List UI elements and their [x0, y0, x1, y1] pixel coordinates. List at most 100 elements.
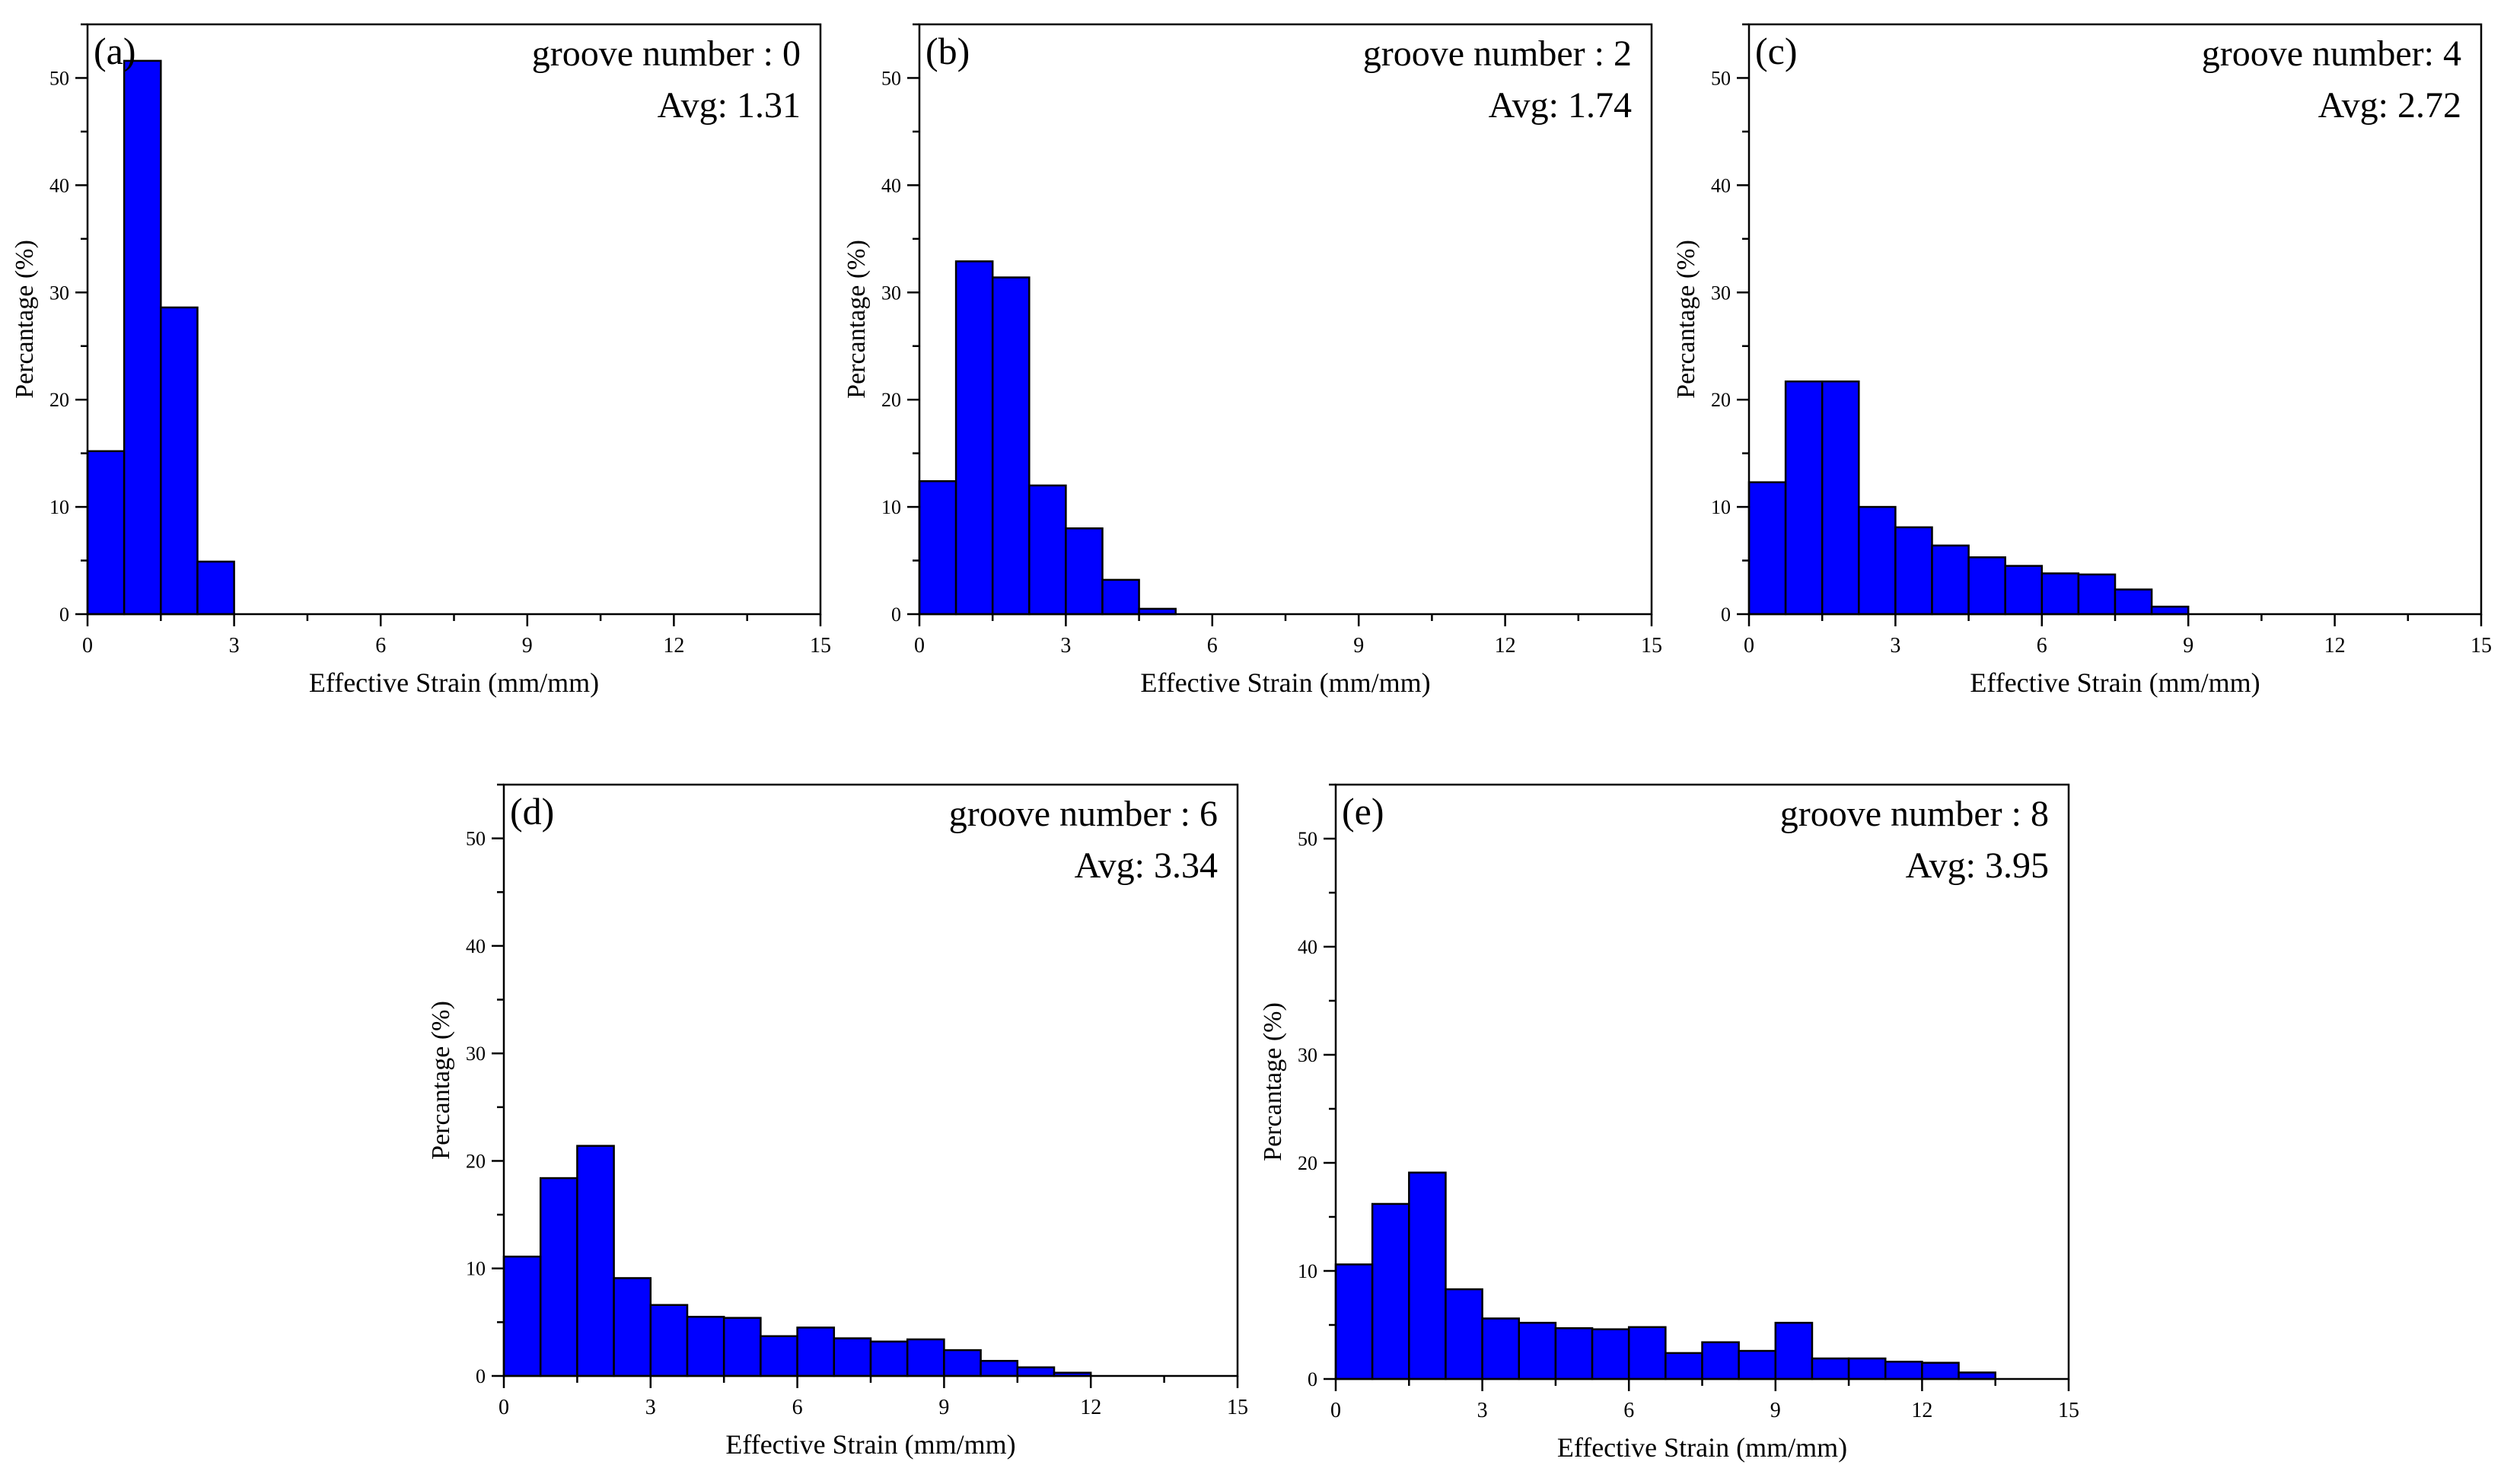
y-tick-label: 30 [1711, 282, 1731, 304]
chart-panel-1: 0 3 6 9 12 15 0 10 20 30 40 50 Effective Strain (mm/… [11, 23, 831, 698]
x-tick-label: 3 [1477, 1399, 1488, 1422]
y-tick-label: 20 [1298, 1152, 1317, 1174]
groove-number-label: groove number : 0 [532, 33, 801, 74]
panel-label: (a) [94, 30, 136, 72]
x-tick-label: 15 [2058, 1399, 2079, 1422]
groove-number-label: groove number : 6 [949, 794, 1218, 834]
y-axis-title: Percantage (%) [11, 240, 39, 399]
histogram-bar [613, 1277, 652, 1377]
average-label: Avg: 2.72 [2318, 85, 2461, 126]
x-tick-label: 12 [1911, 1399, 1932, 1422]
y-tick-label: 0 [1308, 1368, 1317, 1390]
x-axis-title: Effective Strain (mm/mm) [1140, 667, 1430, 698]
histogram-bar [502, 1255, 542, 1377]
histogram-bar [1028, 484, 1067, 616]
average-label: Avg: 3.95 [1906, 845, 2049, 886]
y-tick-label: 50 [1298, 828, 1317, 850]
y-tick-label: 30 [49, 282, 69, 304]
histogram-bar [1967, 556, 2006, 616]
histogram-bar [943, 1349, 982, 1377]
histogram-bar [1334, 1263, 1374, 1381]
x-axis-title: Effective Strain (mm/mm) [725, 1429, 1015, 1460]
x-tick-label: 9 [2183, 634, 2193, 658]
y-axis-title: Percantage (%) [843, 240, 871, 399]
histogram-bar [1921, 1361, 1960, 1381]
x-tick-label: 3 [1060, 634, 1071, 658]
histogram-bar [980, 1359, 1019, 1377]
x-tick-label: 3 [229, 634, 240, 658]
histogram-bar [2077, 573, 2117, 616]
chart-panel-4: 0 3 6 9 12 15 0 10 20 30 40 50 Effective Strain (mm/… [427, 783, 1248, 1460]
histogram-bar [1738, 1349, 1777, 1381]
y-tick-label: 20 [1711, 389, 1731, 411]
histogram-bar [906, 1338, 945, 1377]
panel-label: (b) [925, 30, 970, 72]
panel-label: (d) [510, 790, 554, 833]
y-tick-label: 40 [1298, 936, 1317, 958]
y-tick-label: 10 [466, 1258, 486, 1280]
histogram-bar [2150, 605, 2190, 616]
x-tick-label: 6 [375, 634, 386, 658]
histogram-bar [1811, 1357, 1850, 1381]
average-label: Avg: 3.34 [1075, 845, 1218, 886]
x-axis-title: Effective Strain (mm/mm) [1557, 1432, 1847, 1463]
groove-number-label: groove number: 4 [2202, 33, 2461, 74]
histogram-bar [1554, 1327, 1594, 1381]
x-tick-label: 12 [663, 634, 684, 658]
histogram-bar [1747, 481, 1787, 616]
histogram-bar [2004, 565, 2044, 616]
histogram-bar [833, 1337, 872, 1377]
x-tick-label: 12 [1495, 634, 1516, 658]
histogram-bar [1591, 1328, 1630, 1381]
chart-panel-3: 0 3 6 9 12 15 0 10 20 30 40 50 Effective Strain (mm/… [1672, 23, 2492, 698]
histogram-bar [2114, 588, 2153, 616]
histogram-bar [1371, 1202, 1410, 1381]
histogram-bar [1065, 527, 1104, 616]
histogram-bar [1884, 1361, 1923, 1381]
histogram-bar [760, 1335, 798, 1377]
y-tick-label: 30 [466, 1043, 486, 1065]
groove-number-label: groove number : 8 [1780, 794, 2049, 834]
x-tick-label: 12 [1080, 1396, 1101, 1419]
y-tick-label: 0 [59, 603, 69, 626]
average-label: Avg: 1.74 [1489, 85, 1632, 126]
x-tick-label: 6 [1623, 1399, 1634, 1422]
histogram-bar [86, 450, 126, 616]
x-tick-label: 15 [1227, 1396, 1248, 1419]
histogram-bar [1701, 1341, 1740, 1381]
histogram-bar [1627, 1326, 1667, 1381]
histogram-bar [1518, 1321, 1557, 1381]
x-tick-label: 9 [1353, 634, 1364, 658]
histogram-bar [1408, 1171, 1447, 1381]
histogram-bar [991, 276, 1031, 616]
x-tick-label: 0 [914, 634, 925, 658]
y-tick-label: 50 [49, 67, 69, 89]
chart-panel-5: 0 3 6 9 12 15 0 10 20 30 40 50 Effective Strain (mm/… [1259, 783, 2079, 1463]
y-tick-label: 20 [466, 1150, 486, 1172]
histogram-bar [123, 59, 162, 616]
y-tick-label: 20 [49, 389, 69, 411]
y-tick-label: 0 [891, 603, 901, 626]
y-tick-label: 0 [476, 1365, 486, 1387]
histogram-bar [1858, 505, 1897, 616]
histogram-bar [1016, 1366, 1056, 1377]
groove-number-label: groove number : 2 [1363, 33, 1632, 74]
x-tick-label: 9 [522, 634, 533, 658]
histogram-bar [1774, 1321, 1814, 1381]
x-tick-label: 6 [2037, 634, 2047, 658]
x-tick-label: 3 [645, 1396, 656, 1419]
y-tick-label: 40 [881, 174, 901, 196]
histogram-bar [539, 1177, 578, 1377]
histogram-bar [1847, 1357, 1887, 1381]
histogram-bar [2040, 572, 2080, 616]
x-tick-label: 6 [792, 1396, 803, 1419]
x-tick-label: 15 [1641, 634, 1662, 658]
histogram-bar [1931, 544, 1970, 616]
histogram-bar [1665, 1352, 1703, 1381]
histogram-bar [796, 1326, 836, 1377]
y-tick-label: 10 [1711, 496, 1731, 518]
x-tick-label: 15 [2471, 634, 2492, 658]
histogram-bar [1894, 526, 1933, 616]
histogram-bar [1821, 380, 1860, 616]
